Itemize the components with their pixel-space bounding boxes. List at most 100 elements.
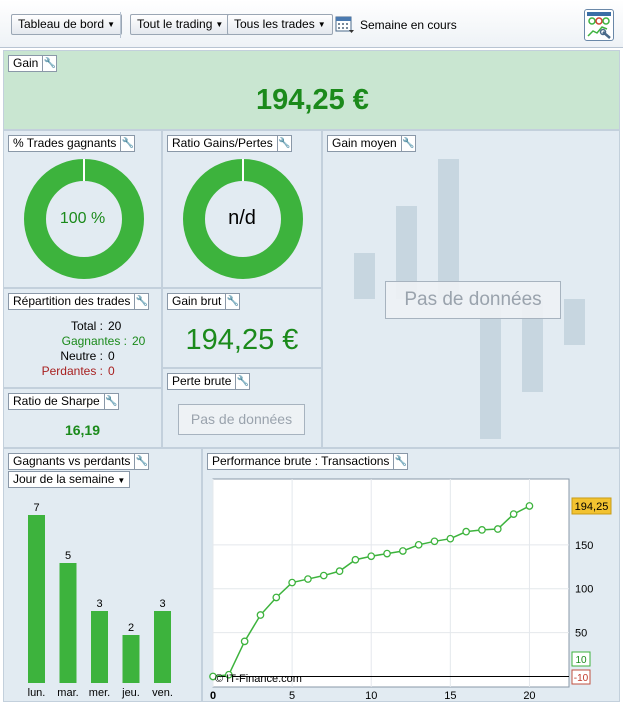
placeholder-bar	[564, 299, 585, 345]
last-value-badge-bg	[571, 497, 612, 515]
trades-filter-label: Tous les trades	[234, 17, 315, 31]
losses-value: 0	[108, 364, 115, 378]
data-point	[351, 555, 360, 564]
plot-area	[212, 478, 570, 688]
trades-filter-dropdown[interactable]: Tous les trades ▼	[227, 14, 333, 35]
bar	[91, 611, 108, 683]
data-point	[319, 571, 328, 580]
ratio-title: Ratio Gains/Pertes	[172, 136, 273, 150]
avg-gain-title: Gain moyen	[332, 136, 397, 150]
x-tick-label: 15	[444, 690, 456, 701]
bar	[154, 611, 171, 683]
sharpe-panel-title: Ratio de Sharpe 🔧	[8, 393, 119, 410]
legend-positive-box	[571, 651, 591, 667]
data-point	[525, 502, 534, 510]
placeholder-bar	[480, 299, 501, 439]
calendar-icon[interactable]	[335, 15, 355, 35]
group-by-label: Jour de la semaine	[13, 472, 115, 486]
bar	[28, 515, 45, 683]
data-point	[478, 526, 486, 534]
ratio-donut	[183, 159, 303, 279]
data-point	[240, 637, 249, 646]
wrench-icon[interactable]: 🔧	[400, 136, 415, 151]
total-value: 20	[108, 319, 122, 333]
gross-gain-title: Gain brut	[172, 294, 222, 308]
chevron-down-icon: ▼	[317, 20, 326, 29]
wrench-icon[interactable]: 🔧	[276, 136, 291, 151]
wrench-icon[interactable]: 🔧	[134, 454, 149, 469]
bar-data-label: 5	[65, 550, 71, 562]
chevron-down-icon: ▼	[107, 20, 115, 29]
dashboard-dropdown[interactable]: Tableau de bord ▼	[11, 14, 122, 35]
avg-gain-panel-title: Gain moyen 🔧	[327, 135, 416, 152]
gross-gain-panel: Gain brut 🔧 194,25 €	[162, 288, 322, 368]
data-point	[414, 540, 423, 549]
performance-title: Performance brute : Transactions	[212, 454, 390, 468]
data-point	[209, 672, 217, 681]
performance-panel: Performance brute : Transactions 🔧 50 100 1…	[202, 448, 620, 702]
bar-data-label: 2	[128, 622, 134, 634]
total-label: Total :	[70, 319, 103, 333]
data-point	[383, 549, 391, 558]
bar-data-label: 3	[96, 598, 102, 610]
period-label[interactable]: Semaine en cours	[360, 18, 457, 32]
data-point	[304, 575, 312, 583]
wrench-icon[interactable]: 🔧	[120, 136, 135, 151]
group-by-dropdown[interactable]: Jour de la semaine ▼	[8, 471, 131, 488]
data-point	[224, 670, 233, 679]
data-point	[272, 593, 281, 602]
distribution-panel-title: Répartition des trades 🔧	[8, 293, 150, 310]
settings-app-icon[interactable]	[584, 9, 614, 41]
wrench-icon[interactable]: 🔧	[42, 56, 57, 71]
dashboard-dropdown-label: Tableau de bord	[18, 17, 105, 31]
distribution-title: Répartition des trades	[13, 294, 131, 308]
performance-panel-title: Performance brute : Transactions 🔧	[207, 453, 409, 470]
wrench-icon[interactable]: 🔧	[225, 294, 240, 309]
performance-line-chart: 50 100 150 0 5 10 15 20 194,25 10 -10 © IT-Finance.…	[209, 478, 612, 701]
x-tick-label: 0	[210, 690, 216, 701]
x-tick-label: ven.	[152, 687, 173, 699]
wrench-icon[interactable]: 🔧	[393, 454, 408, 469]
x-tick-label: 5	[289, 690, 295, 701]
x-tick-label: 20	[523, 690, 535, 701]
trading-filter-dropdown[interactable]: Tout le trading ▼	[130, 14, 231, 35]
x-tick-label: mer.	[89, 687, 110, 699]
gross-loss-panel-title: Perte brute 🔧	[167, 373, 251, 390]
neutral-label: Neutre :	[60, 349, 103, 363]
avg-gain-panel: Gain moyen 🔧 Pas de données	[322, 130, 620, 448]
data-point	[462, 527, 471, 536]
data-point	[399, 547, 407, 555]
gross-loss-panel: Perte brute 🔧 Pas de données	[162, 368, 322, 448]
wrench-icon[interactable]: 🔧	[103, 394, 118, 409]
bar-data-label: 7	[33, 502, 39, 514]
wrench-icon[interactable]: 🔧	[134, 294, 149, 309]
win-rate-value: 100 %	[59, 210, 106, 227]
legend-negative-label: -10	[574, 673, 589, 684]
win-rate-panel-title: % Trades gagnants 🔧	[8, 135, 136, 152]
win-loss-title: Gagnants vs perdants	[13, 454, 131, 468]
last-value-label: 194,25	[575, 501, 609, 513]
avg-gain-no-data: Pas de données	[385, 281, 561, 319]
chevron-down-icon: ▼	[117, 476, 126, 485]
x-tick-label: jeu.	[121, 687, 140, 699]
x-tick-label: mar.	[57, 687, 78, 699]
legend-negative-box	[571, 669, 591, 685]
win-rate-panel: % Trades gagnants 🔧 100 %	[3, 130, 162, 288]
bar	[122, 635, 140, 683]
losses-label: Perdantes :	[41, 364, 103, 378]
data-point	[335, 567, 344, 576]
wrench-icon[interactable]: 🔧	[235, 374, 250, 389]
x-tick-label: 10	[365, 690, 377, 701]
last-value-badge: 194,25	[571, 497, 612, 515]
trading-filter-label: Tout le trading	[137, 17, 213, 31]
placeholder-bar	[438, 159, 459, 299]
win-rate-title: % Trades gagnants	[13, 136, 117, 150]
data-point	[430, 537, 439, 546]
x-tick-label: lun.	[28, 687, 46, 699]
win-rate-donut	[24, 159, 144, 279]
win-loss-panel: Gagnants vs perdants 🔧 Jour de la semaine…	[3, 448, 202, 702]
gain-panel-title: Gain 🔧	[8, 55, 58, 72]
wins-value: 20	[132, 334, 146, 348]
sharpe-value: 16,19	[64, 422, 101, 438]
data-point	[256, 611, 265, 619]
